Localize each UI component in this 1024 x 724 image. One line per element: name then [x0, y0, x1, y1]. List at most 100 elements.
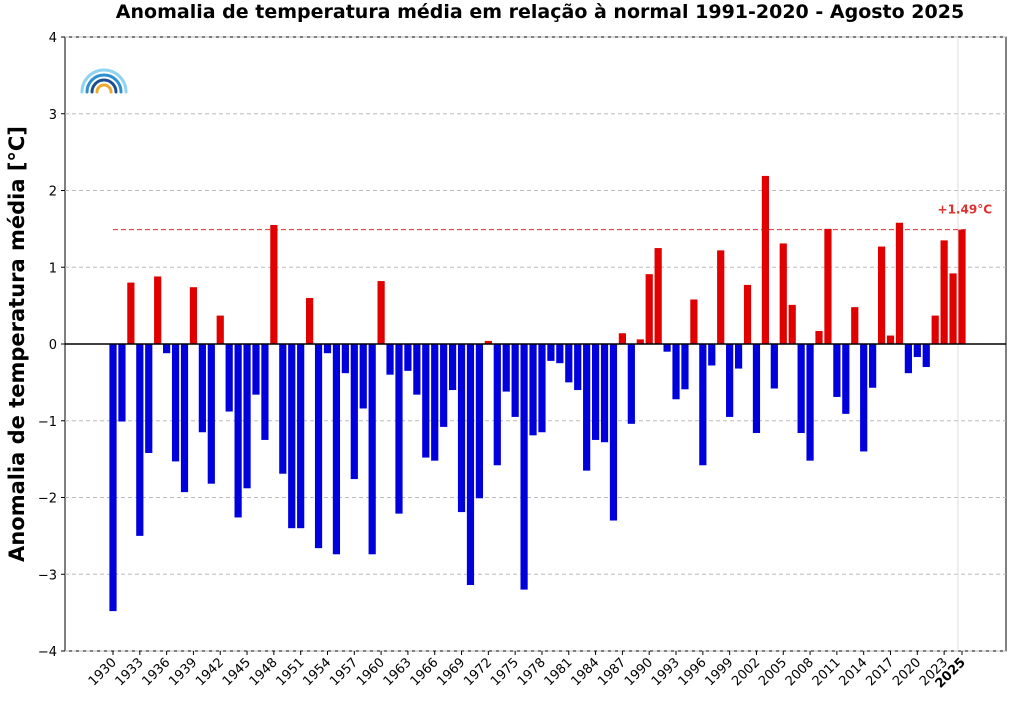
bar	[520, 344, 528, 590]
bar	[216, 315, 224, 344]
x-tick-label: 1933	[113, 655, 147, 689]
y-axis-label: Anomalia de temperatura média [°C]	[5, 126, 29, 562]
x-tick-label: 1969	[434, 655, 468, 689]
bar	[136, 344, 144, 536]
bar	[958, 229, 966, 344]
bar	[279, 344, 287, 474]
bar	[288, 344, 296, 529]
bar	[386, 344, 394, 375]
bar	[949, 273, 957, 344]
x-tick-label: 1936	[139, 655, 173, 689]
bar	[270, 225, 278, 344]
bar	[627, 344, 635, 424]
y-tick-label: −4	[38, 645, 57, 660]
bar	[734, 344, 743, 369]
x-tick-label: 1960	[354, 655, 388, 689]
bar	[788, 304, 796, 344]
x-tick-label: 2005	[756, 655, 790, 689]
bar	[842, 344, 850, 414]
bar	[761, 175, 769, 344]
bar	[368, 344, 376, 555]
bar	[306, 297, 314, 344]
bar	[851, 307, 859, 344]
reference-label: +1.49°C	[938, 203, 993, 217]
bar	[600, 344, 609, 443]
bar	[743, 284, 752, 344]
bar	[645, 274, 653, 344]
bar	[860, 344, 868, 452]
y-tick-label: 1	[49, 261, 57, 276]
y-tick-label: −2	[38, 492, 57, 507]
x-tick-label: 2011	[810, 655, 844, 689]
bar	[877, 246, 886, 344]
x-tick-label: 1954	[300, 655, 334, 689]
x-tick-label: 1948	[247, 655, 281, 689]
bar	[824, 228, 832, 344]
bar	[672, 344, 680, 400]
bar	[431, 344, 439, 461]
x-tick-label: 1993	[649, 655, 683, 689]
bar	[726, 344, 734, 417]
bar	[341, 344, 349, 374]
x-tick-label: 1942	[193, 655, 227, 689]
bar	[752, 344, 761, 434]
bar	[252, 344, 260, 395]
bar	[922, 344, 930, 368]
bar	[323, 344, 332, 354]
bar	[770, 344, 778, 389]
bar	[618, 333, 626, 344]
x-tick-label: 1930	[86, 655, 120, 689]
bar	[189, 287, 198, 344]
bar	[484, 340, 492, 344]
bar	[395, 344, 403, 514]
bar	[869, 344, 877, 388]
y-tick-label: 2	[49, 185, 57, 200]
bar	[574, 344, 582, 391]
bar	[779, 243, 787, 344]
bar	[538, 344, 546, 433]
x-tick-label: 1957	[327, 655, 361, 689]
bar	[118, 344, 126, 422]
bar	[717, 250, 725, 344]
bar	[886, 335, 895, 344]
x-tick-label: 2002	[729, 655, 763, 689]
bar	[440, 344, 448, 427]
x-tick-label: 1996	[676, 655, 710, 689]
bar	[145, 344, 153, 453]
x-tick-label: 1951	[273, 655, 307, 689]
y-tick-label: 3	[49, 108, 57, 123]
bar	[180, 344, 189, 493]
bar	[297, 344, 305, 529]
bar	[690, 299, 698, 344]
bar	[565, 344, 573, 383]
bar	[422, 344, 430, 458]
bar	[493, 344, 501, 466]
bar	[457, 344, 466, 513]
bar	[377, 281, 385, 344]
bar	[475, 344, 484, 499]
x-tick-label: 1999	[702, 655, 736, 689]
x-tick-label: 2008	[783, 655, 817, 689]
bar	[171, 344, 180, 462]
bar	[583, 344, 591, 471]
bar	[636, 339, 644, 344]
bar	[332, 344, 341, 555]
bar	[359, 344, 367, 409]
bar	[895, 222, 904, 344]
bar	[449, 344, 457, 391]
bar	[261, 344, 269, 440]
bar	[904, 344, 912, 374]
x-tick-label: 1945	[220, 655, 254, 689]
x-tick-label: 1972	[461, 655, 495, 689]
x-tick-label: 1990	[622, 655, 656, 689]
bar	[806, 344, 814, 461]
x-tick-label: 1987	[595, 655, 629, 689]
x-tick-label: 2017	[863, 655, 897, 689]
bar	[699, 344, 707, 466]
bar	[547, 344, 555, 361]
bar	[591, 344, 600, 440]
bar	[940, 240, 948, 344]
bar	[529, 344, 537, 436]
chart-title: Anomalia de temperatura média em relação…	[116, 1, 964, 23]
x-tick-label: 2020	[890, 655, 924, 689]
